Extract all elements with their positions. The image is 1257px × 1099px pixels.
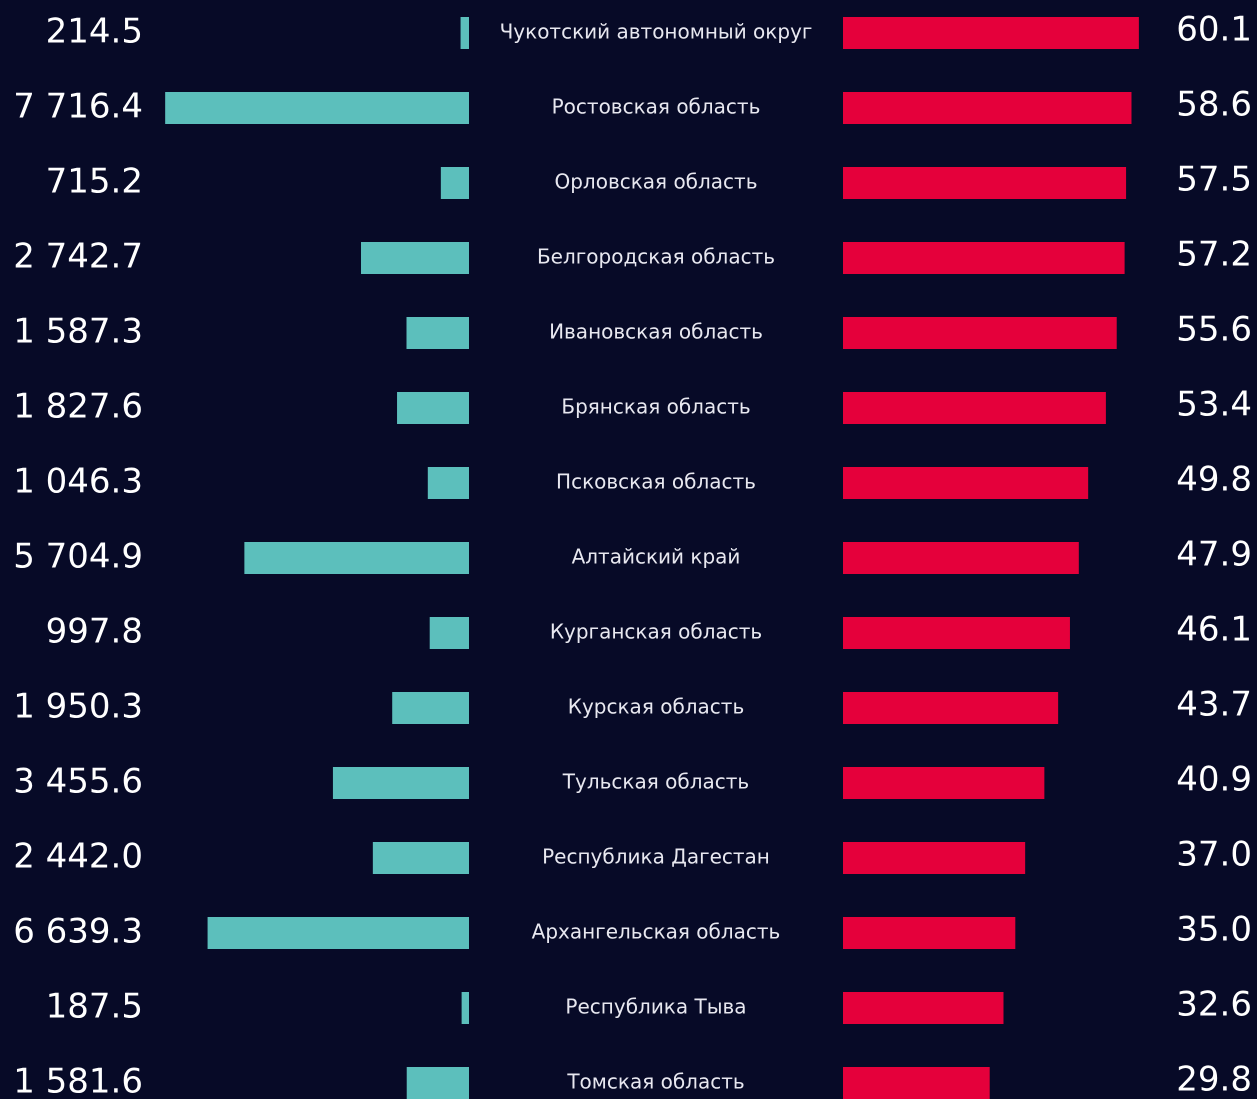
- category-label: Республика Тыва: [565, 995, 746, 1019]
- category-label: Томская область: [566, 1070, 744, 1094]
- category-label: Ивановская область: [549, 320, 763, 344]
- left-bar: [165, 92, 469, 124]
- left-value-label: 187.5: [46, 987, 143, 1027]
- right-bar: [843, 842, 1026, 874]
- left-bar: [460, 17, 469, 49]
- left-bar: [461, 992, 469, 1024]
- left-value-label: 6 639.3: [13, 912, 143, 952]
- left-bar: [361, 242, 469, 274]
- left-bar: [440, 167, 469, 199]
- left-value-label: 1 950.3: [13, 687, 143, 727]
- right-bar: [843, 617, 1070, 649]
- left-bar: [372, 842, 469, 874]
- right-bar: [843, 917, 1016, 949]
- right-value-label: 58.6: [1176, 85, 1252, 125]
- left-bar: [397, 392, 469, 424]
- right-bar: [843, 92, 1132, 124]
- right-value-label: 47.9: [1176, 535, 1252, 575]
- left-value-label: 214.5: [46, 12, 143, 52]
- category-label: Тульская область: [562, 770, 749, 794]
- left-value-label: 2 742.7: [13, 237, 143, 277]
- right-bar: [843, 392, 1106, 424]
- right-value-label: 32.6: [1176, 985, 1252, 1025]
- category-label: Псковская область: [556, 470, 756, 494]
- right-bar: [843, 767, 1045, 799]
- category-label: Орловская область: [554, 170, 757, 194]
- left-bar: [207, 917, 469, 949]
- right-bar: [843, 242, 1125, 274]
- right-value-label: 40.9: [1176, 760, 1252, 800]
- category-label: Чукотский автономный округ: [500, 20, 813, 44]
- right-bar: [843, 317, 1117, 349]
- right-value-label: 57.2: [1176, 235, 1252, 275]
- right-bar: [843, 167, 1127, 199]
- right-bar: [843, 992, 1004, 1024]
- right-value-label: 60.1: [1176, 10, 1252, 50]
- left-bar: [244, 542, 469, 574]
- right-bar: [843, 1067, 990, 1099]
- left-value-label: 1 581.6: [13, 1062, 143, 1099]
- right-value-label: 53.4: [1176, 385, 1252, 425]
- left-value-label: 3 455.6: [13, 762, 143, 802]
- left-value-label: 1 046.3: [13, 462, 143, 502]
- left-value-label: 2 442.0: [13, 837, 143, 877]
- left-value-label: 715.2: [46, 162, 143, 202]
- right-bar: [843, 467, 1089, 499]
- left-value-label: 997.8: [46, 612, 143, 652]
- category-label: Ростовская область: [552, 95, 761, 119]
- right-value-label: 49.8: [1176, 460, 1252, 500]
- left-bar: [406, 1067, 469, 1099]
- category-label: Курганская область: [550, 620, 762, 644]
- left-value-label: 1 827.6: [13, 387, 143, 427]
- category-label: Брянская область: [561, 395, 750, 419]
- right-value-label: 55.6: [1176, 310, 1252, 350]
- category-label: Республика Дагестан: [542, 845, 770, 869]
- left-bar: [406, 317, 469, 349]
- left-value-label: 7 716.4: [13, 87, 143, 127]
- category-label: Белгородская область: [537, 245, 775, 269]
- right-bar: [843, 17, 1139, 49]
- right-value-label: 46.1: [1176, 610, 1252, 650]
- category-label: Архангельская область: [532, 920, 781, 944]
- right-value-label: 43.7: [1176, 685, 1252, 725]
- category-label: Курская область: [568, 695, 745, 719]
- left-bar: [332, 767, 469, 799]
- left-value-label: 5 704.9: [13, 537, 143, 577]
- left-value-label: 1 587.3: [13, 312, 143, 352]
- left-bar: [392, 692, 469, 724]
- right-value-label: 57.5: [1176, 160, 1252, 200]
- left-bar: [429, 617, 469, 649]
- category-label: Алтайский край: [572, 545, 741, 569]
- right-value-label: 29.8: [1176, 1060, 1252, 1099]
- right-value-label: 37.0: [1176, 835, 1252, 875]
- right-bar: [843, 692, 1059, 724]
- right-bar: [843, 542, 1079, 574]
- right-value-label: 35.0: [1176, 910, 1252, 950]
- left-bar: [427, 467, 469, 499]
